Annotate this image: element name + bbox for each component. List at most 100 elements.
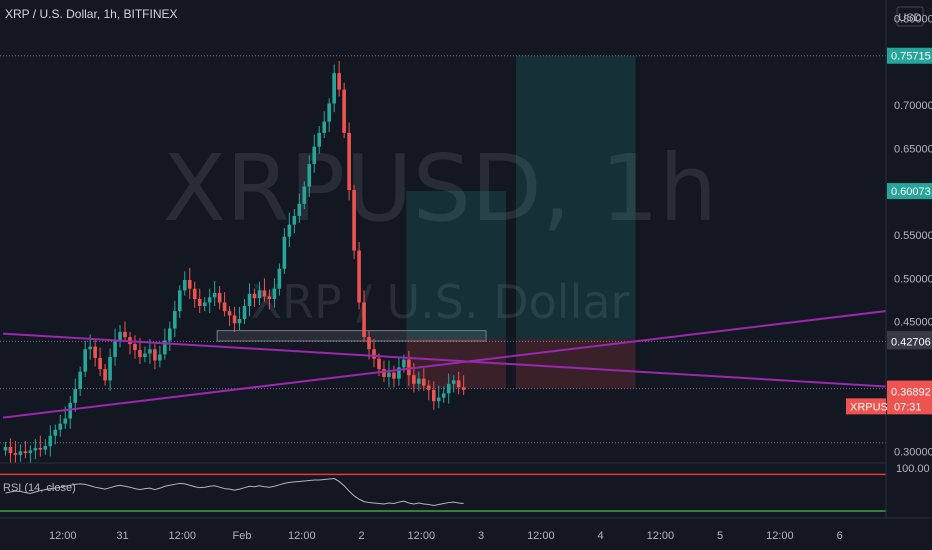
candle <box>302 181 307 210</box>
candle <box>18 444 23 462</box>
countdown-text: 07:31 <box>894 401 922 413</box>
candle <box>118 325 122 348</box>
candle <box>357 241 361 310</box>
currency-button[interactable] <box>896 6 924 27</box>
price-badge <box>887 383 932 400</box>
candle <box>68 395 73 429</box>
trend-lines <box>2 308 900 419</box>
candle <box>93 339 97 367</box>
time-tick: 6 <box>837 530 843 542</box>
candle <box>78 366 82 396</box>
candle <box>252 288 257 307</box>
price-tick: 0.45000 <box>894 317 932 329</box>
candle <box>108 348 112 391</box>
candle <box>173 300 177 338</box>
candle <box>187 267 192 300</box>
candle <box>73 378 78 412</box>
candle <box>262 278 267 302</box>
candle <box>3 441 8 456</box>
time-tick: 4 <box>598 530 604 542</box>
price-badge-text: 0.60073 <box>891 186 931 198</box>
price-axis[interactable] <box>886 0 932 550</box>
candle <box>257 281 262 306</box>
candle <box>456 371 461 395</box>
rsi-axis-label: 100.00 <box>896 463 930 475</box>
candle <box>441 386 446 403</box>
candle <box>182 271 187 296</box>
time-tick: 31 <box>116 530 128 542</box>
candle <box>98 347 102 377</box>
candle <box>158 345 162 368</box>
time-tick: 12:00 <box>647 530 675 542</box>
price-tick: 0.55000 <box>894 230 932 242</box>
candle <box>387 360 391 388</box>
watermark-symbol: XRPUSD, 1h <box>163 135 717 242</box>
candle <box>202 297 207 312</box>
time-tick: 5 <box>717 530 723 542</box>
candle <box>292 209 297 234</box>
candle <box>317 125 322 154</box>
candle <box>232 306 237 332</box>
candle <box>133 335 137 359</box>
candle <box>192 281 197 308</box>
price-badge <box>887 47 932 64</box>
time-axis-ticks[interactable]: 12:00 31 12:00 Feb 12:00 2 12:00 3 12:00 4 12:00 5 1… <box>49 530 843 542</box>
candle <box>237 306 242 331</box>
candle <box>13 440 18 464</box>
candle <box>212 280 217 306</box>
currency-label: USD <box>898 12 921 24</box>
price-badge-text: 0.42706 <box>891 336 931 348</box>
candle <box>222 292 227 317</box>
watermark-description: XRP / U.S. Dollar <box>251 275 630 329</box>
trade-zones <box>216 55 636 389</box>
candle <box>38 435 43 457</box>
candle <box>8 438 13 464</box>
time-tick: 12:00 <box>49 530 77 542</box>
candle <box>207 288 212 313</box>
candle <box>272 278 277 308</box>
candle <box>297 193 302 223</box>
candle <box>267 289 272 310</box>
candle <box>83 340 87 377</box>
candle <box>422 368 426 391</box>
time-tick: 3 <box>478 530 484 542</box>
candle <box>362 290 366 343</box>
candle <box>217 286 222 310</box>
candle <box>342 82 346 139</box>
candle <box>426 380 431 401</box>
symbol-badge-text: XRPUSD <box>850 401 896 413</box>
candle <box>307 155 312 197</box>
candle <box>397 357 401 386</box>
time-tick: 12:00 <box>169 530 197 542</box>
candle <box>168 321 172 351</box>
price-tick: 0.80000 <box>894 14 932 26</box>
candle <box>28 445 33 464</box>
candle <box>58 415 63 437</box>
candle <box>312 134 317 173</box>
candle <box>417 371 421 391</box>
candle <box>287 212 292 248</box>
candle <box>247 283 252 317</box>
price-badge <box>887 183 932 200</box>
candle <box>277 263 282 296</box>
candle <box>113 328 117 366</box>
chart-title: XRP / U.S. Dollar, 1h, BITFINEX <box>5 7 178 21</box>
trade-zone-3 <box>515 55 636 339</box>
candle <box>332 64 336 113</box>
candle <box>48 425 53 457</box>
time-tick: 12:00 <box>527 530 555 542</box>
trend-line-1[interactable] <box>2 308 900 419</box>
candle <box>123 321 127 343</box>
countdown-badge <box>887 398 932 415</box>
price-badge-text: 0.75715 <box>891 51 931 63</box>
candle <box>322 111 327 139</box>
candle <box>436 385 441 409</box>
time-tick: 2 <box>358 530 364 542</box>
candle <box>446 373 451 404</box>
rsi-line <box>5 478 464 506</box>
trend-line-0[interactable] <box>2 332 900 389</box>
trade-zone-4 <box>515 338 636 389</box>
candle <box>392 365 396 388</box>
